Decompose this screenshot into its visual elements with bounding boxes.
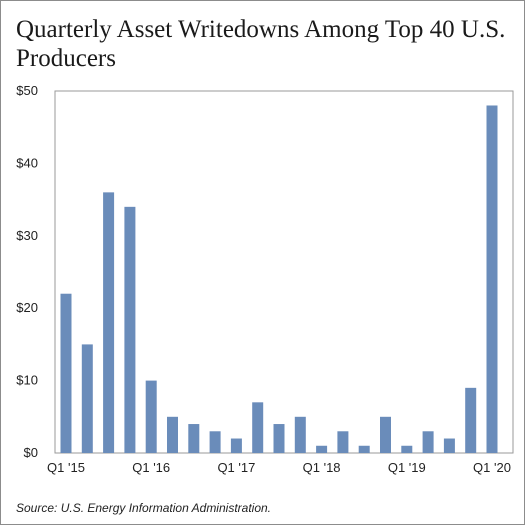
bar-q3-2015 — [103, 192, 115, 454]
bar-q1-2015 — [60, 293, 72, 453]
bar-q1-2017 — [230, 438, 242, 453]
bar-q4-2019 — [465, 387, 477, 453]
bar-q4-2015 — [124, 206, 136, 453]
bar-q1-2020 — [486, 105, 498, 453]
x-tick-label: Q1 '17 — [217, 460, 255, 475]
plot-area — [54, 90, 514, 454]
chart-title: Quarterly Asset Writedowns Among Top 40 … — [16, 16, 506, 72]
bar-q4-2017 — [294, 416, 306, 453]
x-tick-label: Q1 '18 — [303, 460, 341, 475]
bar-series — [60, 105, 498, 454]
y-tick-label: $50 — [16, 83, 38, 98]
bar-q4-2018 — [380, 416, 391, 453]
x-axis: Q1 '15 Q1 '16 Q1 '17 Q1 '18 Q1 '19 Q1 '20 — [47, 460, 511, 475]
x-tick-label: Q1 '15 — [47, 460, 85, 475]
x-tick-label: Q1 '19 — [388, 460, 426, 475]
bar-q1-2018 — [316, 445, 328, 453]
y-tick-label: $10 — [16, 373, 38, 388]
bar-q4-2016 — [209, 431, 221, 453]
bar-q2-2016 — [167, 416, 178, 453]
bar-q2-2019 — [422, 431, 434, 453]
bar-q3-2018 — [358, 445, 370, 453]
y-axis: $0 $10 $20 $30 $40 $50 — [16, 83, 38, 460]
y-tick-label: $20 — [16, 300, 38, 315]
bar-q1-2019 — [401, 445, 413, 453]
bar-q2-2015 — [81, 344, 93, 453]
y-tick-label: $30 — [16, 228, 38, 243]
bar-q2-2018 — [337, 431, 349, 453]
bar-q2-2017 — [252, 402, 264, 453]
bar-q3-2017 — [273, 424, 285, 453]
x-tick-label: Q1 '20 — [473, 460, 511, 475]
bar-q3-2019 — [443, 438, 455, 453]
y-tick-label: $40 — [16, 155, 38, 170]
bar-q3-2016 — [188, 424, 200, 453]
x-tick-label: Q1 '16 — [132, 460, 170, 475]
bar-q1-2016 — [145, 380, 157, 453]
source-note: Source: U.S. Energy Information Administ… — [16, 501, 271, 515]
y-tick-label: $0 — [24, 445, 38, 460]
